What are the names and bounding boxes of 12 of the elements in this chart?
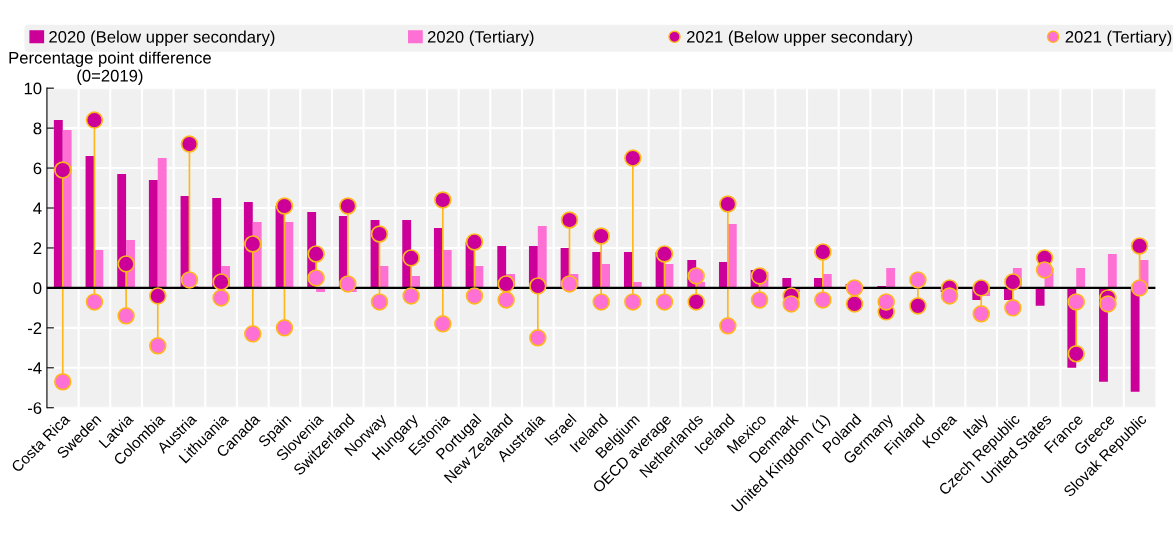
legend-label: 2021 (Tertiary) [1065, 30, 1172, 47]
y-tick-label: -6 [27, 402, 42, 414]
y-tick-label: 4 [33, 202, 42, 215]
y-tick-label: 6 [33, 162, 42, 175]
legend-label: 2020 (Tertiary) [427, 30, 534, 47]
y-tick-label: 0 [33, 282, 42, 295]
y-tick-label: 8 [33, 122, 42, 135]
y-tick-label: 2 [33, 242, 42, 254]
y-tick-label: -2 [27, 322, 42, 334]
legend-label: 2021 (Below upper secondary) [687, 30, 913, 47]
y-tick-label: -4 [27, 362, 42, 374]
legend-label: 2020 (Below upper secondary) [49, 30, 275, 47]
